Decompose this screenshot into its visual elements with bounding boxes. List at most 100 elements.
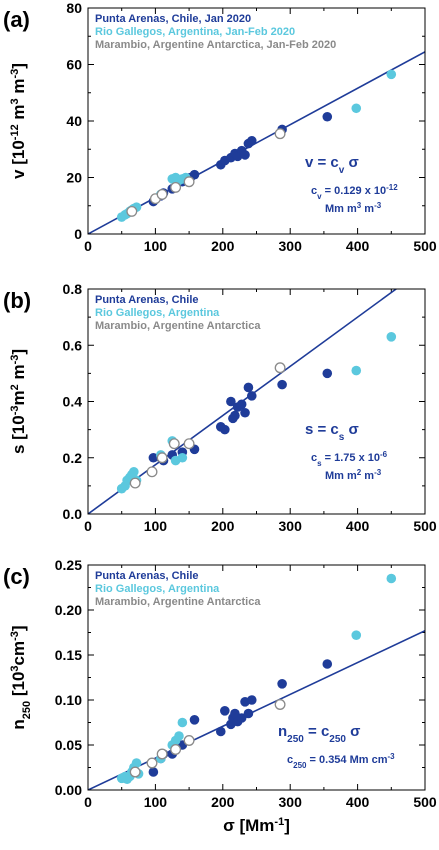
text-part: σ bbox=[344, 421, 358, 438]
panel-label: (a) bbox=[3, 7, 30, 32]
text-part: = 0.354 Mm cm bbox=[306, 754, 387, 766]
y-tick-label: 80 bbox=[66, 0, 82, 16]
text-part: n bbox=[278, 723, 287, 740]
data-point-punta bbox=[277, 379, 287, 390]
x-tick-label: 500 bbox=[413, 518, 437, 534]
fit-line bbox=[88, 629, 425, 790]
x-tick-label: 300 bbox=[279, 518, 303, 534]
x-tick-label: 100 bbox=[144, 794, 168, 810]
data-point-punta bbox=[189, 169, 200, 180]
text-part: ] bbox=[284, 816, 290, 835]
data-point-rio bbox=[177, 452, 188, 463]
data-point-marambio bbox=[146, 466, 158, 478]
data-point-punta bbox=[322, 659, 333, 669]
data-point-punta bbox=[246, 695, 257, 705]
text-part: ] bbox=[9, 63, 28, 69]
data-point-marambio bbox=[183, 735, 195, 746]
y-tick-label: 0.20 bbox=[55, 602, 82, 618]
data-point-punta bbox=[236, 713, 247, 723]
y-tick-label: 0.25 bbox=[55, 557, 82, 573]
legend-entry: Punta Arenas, Chile bbox=[95, 294, 199, 306]
plot-frame bbox=[87, 7, 426, 235]
y-tick-label: 0.8 bbox=[63, 281, 83, 297]
legend-entry: Marambio, Argentine Antarctica, Jan-Feb … bbox=[95, 39, 336, 51]
text-part: c bbox=[311, 185, 317, 197]
equation-unit: Mm m2 m-3 bbox=[325, 468, 382, 483]
equation-unit: Mm m3 m-3 bbox=[325, 201, 382, 216]
data-point-punta bbox=[277, 679, 287, 689]
equation-coefficient: c250 = 0.354 Mm cm-3 bbox=[287, 752, 395, 770]
y-tick-label: 60 bbox=[66, 57, 82, 73]
y-tick-label: 0.4 bbox=[63, 394, 83, 410]
data-point-punta bbox=[243, 708, 254, 719]
text-part: 250 bbox=[21, 701, 33, 719]
data-point-rio bbox=[386, 332, 397, 342]
data-point-punta bbox=[230, 708, 240, 719]
data-point-rio bbox=[351, 365, 362, 376]
panel-label: (c) bbox=[3, 564, 30, 589]
data-point-marambio bbox=[274, 699, 286, 710]
data-point-punta bbox=[148, 452, 159, 463]
text-part: = c bbox=[304, 723, 329, 740]
data-point-marambio bbox=[129, 477, 141, 489]
y-tick-label: 20 bbox=[66, 170, 82, 186]
panel-2: (b) 0 100 200 300 400 500 0.0 0.2 0.4 0.6 0.8 Punta … bbox=[3, 281, 437, 534]
x-tick-label: 400 bbox=[346, 794, 370, 810]
plot-frame bbox=[87, 288, 426, 515]
data-point-marambio bbox=[183, 438, 195, 450]
legend-entry: Rio Gallegos, Argentina, Jan-Feb 2020 bbox=[95, 26, 295, 38]
x-tick-label: 200 bbox=[211, 238, 235, 254]
x-tick-label: 300 bbox=[279, 794, 303, 810]
text-part: v = c bbox=[305, 154, 339, 171]
text-part: σ [Mm bbox=[223, 816, 274, 835]
data-point-marambio bbox=[274, 128, 286, 140]
y-axis-label: s [10-3m2 m-3] bbox=[9, 349, 28, 454]
x-tick-label: 400 bbox=[346, 238, 370, 254]
text-part: 3 bbox=[9, 665, 21, 671]
text-part: 250 bbox=[329, 734, 346, 745]
text-part: cm bbox=[9, 641, 28, 666]
panel-3: (c) 0 100 200 300 400 500 0.00 0.05 0.10 0.15 0.20 0… bbox=[3, 557, 437, 835]
data-point-rio bbox=[386, 573, 397, 584]
text-part: -3 bbox=[9, 69, 21, 79]
data-point-marambio bbox=[129, 766, 141, 778]
data-point-punta bbox=[226, 396, 236, 407]
x-tick-label: 500 bbox=[413, 794, 437, 810]
text-part: = 1.75 x 10 bbox=[322, 452, 380, 464]
text-part: s bbox=[339, 432, 345, 443]
text-part: m bbox=[361, 470, 374, 482]
legend-entry: Marambio, Argentine Antarctica bbox=[95, 320, 261, 332]
x-tick-label: 100 bbox=[144, 238, 168, 254]
text-part: 250 bbox=[293, 761, 307, 770]
x-tick-label: 500 bbox=[413, 238, 437, 254]
x-tick-label: 0 bbox=[84, 518, 92, 534]
equation-main: n250 = c250 σ bbox=[278, 723, 360, 745]
legend-entry: Rio Gallegos, Argentina bbox=[95, 307, 220, 319]
x-tick-label: 200 bbox=[211, 518, 235, 534]
y-tick-label: 0 bbox=[74, 226, 82, 242]
legend-entry: Rio Gallegos, Argentina bbox=[95, 583, 220, 595]
text-part: n bbox=[9, 719, 28, 729]
text-part: -3 bbox=[374, 201, 382, 210]
text-part: s bbox=[317, 459, 322, 468]
text-part: c bbox=[311, 452, 317, 464]
x-tick-label: 100 bbox=[144, 518, 168, 534]
plot-frame bbox=[87, 564, 426, 791]
text-part: v bbox=[339, 165, 345, 176]
text-part: Mm m bbox=[325, 470, 357, 482]
data-point-rio bbox=[174, 731, 184, 741]
text-part: m bbox=[9, 78, 28, 98]
text-part: σ bbox=[344, 154, 358, 171]
data-point-punta bbox=[220, 706, 230, 716]
x-tick-label: 400 bbox=[346, 518, 370, 534]
text-part: -3 bbox=[9, 406, 21, 416]
data-point-marambio bbox=[156, 452, 168, 464]
y-tick-label: 0.2 bbox=[63, 450, 83, 466]
y-axis-label: n250 [103cm-3] bbox=[9, 625, 33, 729]
y-tick-label: 0.0 bbox=[63, 506, 83, 522]
y-tick-label: 0.15 bbox=[55, 647, 82, 663]
text-part: 2 bbox=[357, 468, 362, 477]
y-axis-label: v [10-12 m3 m-3] bbox=[9, 63, 28, 179]
data-point-punta bbox=[322, 111, 333, 122]
